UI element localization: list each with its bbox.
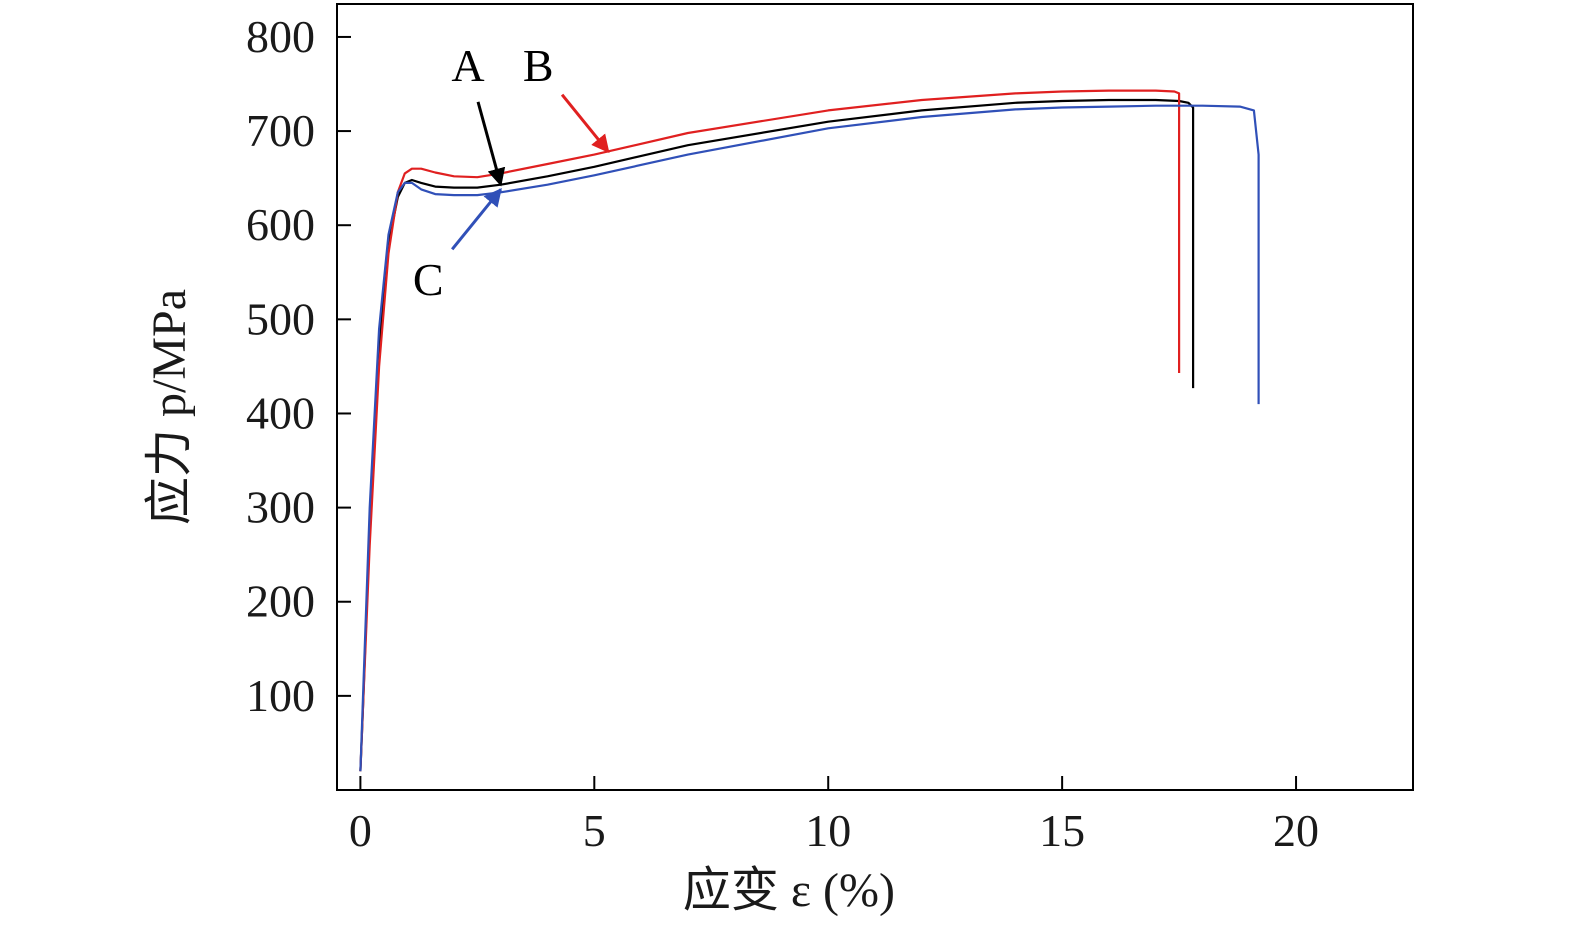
x-axis-label: 应变 ε (%) — [683, 864, 895, 917]
annotation-arrow-b — [560, 93, 610, 154]
plot-frame — [336, 3, 1414, 791]
x-tick-label: 20 — [1273, 805, 1319, 856]
y-axis-label: 应力 p/MPa — [143, 289, 196, 525]
series-line-c — [359, 104, 1260, 772]
y-tick-label: 200 — [246, 576, 315, 627]
y-tick-label: 600 — [246, 199, 315, 250]
annotation-label-c: C — [413, 254, 444, 305]
x-tick-label: 0 — [349, 805, 372, 856]
series-layer — [359, 89, 1260, 772]
x-tick-label: 10 — [805, 805, 851, 856]
annotation-label-b: B — [523, 40, 554, 91]
series-line-b — [359, 89, 1181, 772]
series-line-a — [359, 98, 1195, 772]
x-tick-label: 5 — [583, 805, 606, 856]
annotations: A B C — [413, 40, 610, 305]
y-tick-label: 500 — [246, 293, 315, 344]
annotation-arrow-a — [476, 101, 506, 187]
y-tick-label: 400 — [246, 387, 315, 438]
annotation-arrow-c — [450, 188, 502, 251]
x-tick-label: 15 — [1039, 805, 1085, 856]
y-tick-label: 300 — [246, 482, 315, 533]
annotation-label-a: A — [451, 40, 484, 91]
y-tick-label: 800 — [246, 11, 315, 62]
y-tick-label: 100 — [246, 670, 315, 721]
y-tick-label: 700 — [246, 105, 315, 156]
axes-frame — [336, 3, 1414, 791]
axis-ticks: 0 5 10 15 20 100 200 300 400 500 600 700 800 — [246, 11, 1319, 856]
